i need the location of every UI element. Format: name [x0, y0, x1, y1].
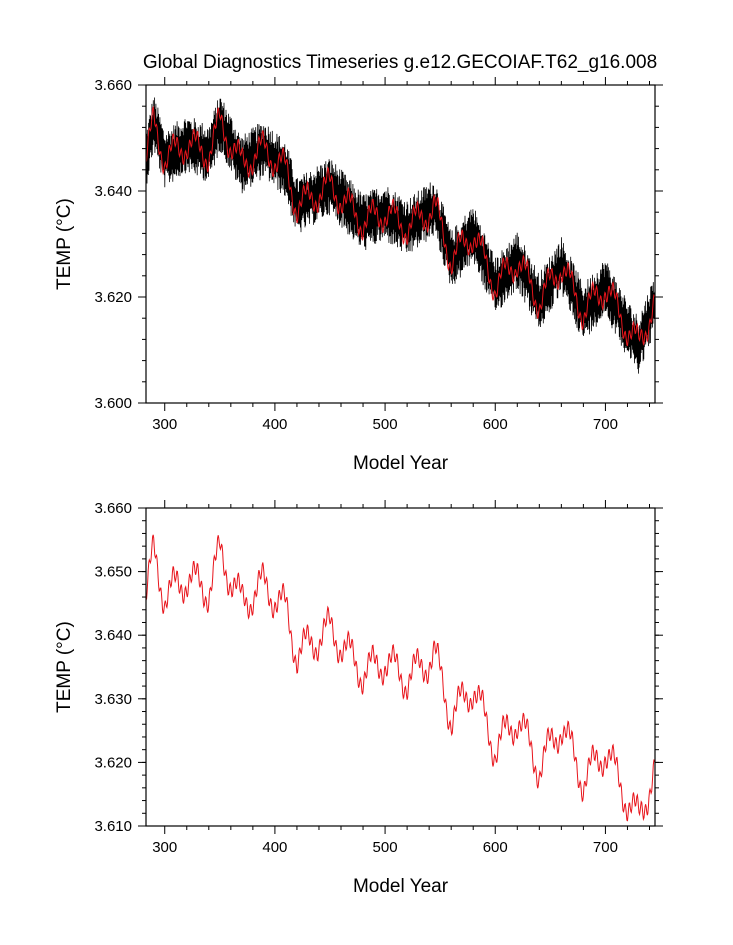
y-tick-label: 3.660: [94, 77, 132, 94]
plot-frame: [145, 507, 656, 827]
x-tick-label: 700: [593, 839, 618, 856]
bottom-panel: 300 400 500 600 700 3.610 3.620 3.630 3.640 3.650…: [54, 500, 663, 897]
y-tick-label: 3.620: [94, 289, 132, 306]
plot-frame: [145, 84, 656, 404]
x-axis-label: Model Year: [353, 876, 449, 897]
top-panel: 300 400 500 600 700 3.600 3.620 3.640 3.660 Model…: [54, 77, 663, 474]
x-tick-label: 600: [483, 839, 508, 856]
y-tick-label: 3.650: [94, 564, 132, 581]
x-tick-label: 300: [152, 416, 177, 433]
series-annual-mean-line-1: [145, 534, 656, 822]
x-tick-label: 400: [262, 839, 287, 856]
y-tick-label: 3.630: [94, 691, 132, 708]
x-tick-label: 500: [373, 839, 398, 856]
chart-title: Global Diagnostics Timeseries g.e12.GECO…: [143, 52, 657, 73]
x-tick-label: 700: [593, 416, 618, 433]
y-tick-label: 3.640: [94, 183, 132, 200]
x-axis-label: Model Year: [353, 453, 449, 474]
y-tick-label: 3.620: [94, 754, 132, 771]
series-annual-mean-line-0: [145, 105, 656, 347]
x-tick-label: 400: [262, 416, 287, 433]
y-tick-label: 3.600: [94, 395, 132, 412]
x-tick-label: 300: [152, 839, 177, 856]
series-monthly-line: [145, 97, 656, 374]
y-tick-label: 3.610: [94, 818, 132, 835]
y-tick-label: 3.640: [94, 627, 132, 644]
y-axis-label: TEMP (°C): [54, 621, 75, 713]
x-tick-label: 500: [373, 416, 398, 433]
y-tick-label: 3.660: [94, 500, 132, 517]
y-axis-label: TEMP (°C): [54, 198, 75, 290]
x-tick-label: 600: [483, 416, 508, 433]
